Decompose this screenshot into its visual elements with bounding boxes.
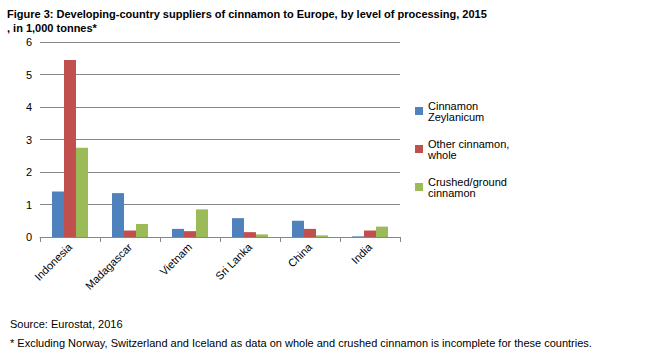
svg-text:Zeylanicum: Zeylanicum xyxy=(428,111,484,123)
svg-text:Cinnamon: Cinnamon xyxy=(428,99,482,112)
svg-text:Madagascar: Madagascar xyxy=(83,241,134,292)
svg-text:0: 0 xyxy=(26,231,32,243)
svg-text:Indonesia: Indonesia xyxy=(32,240,75,283)
svg-text:, in 1,000 tonnes*: , in 1,000 tonnes* xyxy=(7,22,98,34)
svg-text:Other cinnamon,: Other cinnamon, xyxy=(428,137,513,150)
svg-text:5: 5 xyxy=(26,69,32,81)
svg-text:3: 3 xyxy=(26,134,32,146)
svg-text:India: India xyxy=(349,240,375,266)
svg-text:Figure 3: Developing-country s: Figure 3: Developing-country suppliers o… xyxy=(7,8,487,20)
svg-text:whole: whole xyxy=(427,149,457,161)
svg-text:* Excluding Norway, Switzerlan: * Excluding Norway, Switzerland and Icel… xyxy=(10,337,592,349)
svg-text:2: 2 xyxy=(26,166,32,178)
svg-text:cinnamon: cinnamon xyxy=(428,187,476,199)
svg-text:1: 1 xyxy=(26,199,32,211)
svg-text:4: 4 xyxy=(26,101,32,113)
svg-text:6: 6 xyxy=(26,36,32,48)
svg-text:Vietnam: Vietnam xyxy=(157,241,194,278)
svg-text:Sri Lanka: Sri Lanka xyxy=(213,240,255,282)
svg-text:Source: Eurostat, 2016: Source: Eurostat, 2016 xyxy=(10,318,123,330)
svg-text:Crushed/ground: Crushed/ground xyxy=(428,175,510,188)
svg-text:China: China xyxy=(285,240,314,269)
